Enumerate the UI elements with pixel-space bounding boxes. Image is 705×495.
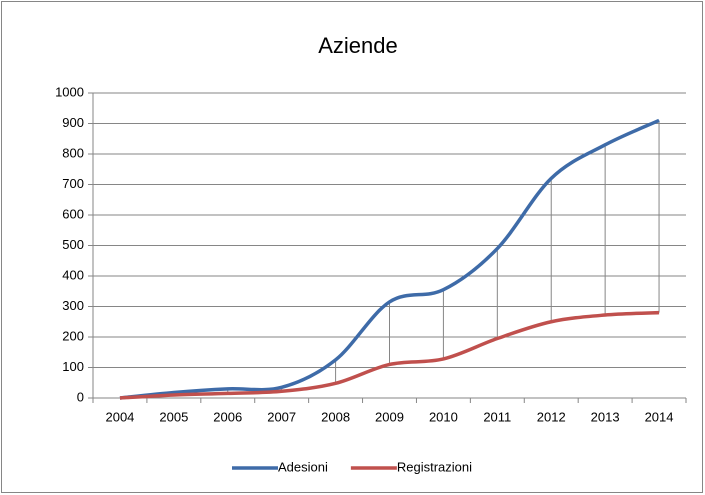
- x-tick-label: 2009: [375, 409, 404, 424]
- x-tick-label: 2013: [591, 409, 620, 424]
- series-line: [119, 118, 660, 400]
- x-tick-label: 2007: [267, 409, 296, 424]
- series-line: [119, 310, 660, 400]
- x-tick-label: 2012: [537, 409, 566, 424]
- chart-title: Aziende: [318, 33, 398, 58]
- y-tick-label: 0: [77, 389, 84, 404]
- y-tick-label: 900: [62, 115, 84, 130]
- x-tick-label: 2011: [483, 409, 511, 424]
- y-tick-label: 700: [62, 176, 84, 191]
- y-tick-label: 100: [62, 359, 84, 374]
- y-tick-label: 500: [62, 237, 84, 252]
- x-tick-label: 2008: [321, 409, 350, 424]
- y-tick-label: 600: [62, 206, 84, 221]
- y-tick-label: 800: [62, 145, 84, 160]
- x-tick-label: 2004: [105, 409, 134, 424]
- y-tick-label: 300: [62, 298, 84, 313]
- y-tick-label: 200: [62, 328, 84, 343]
- x-tick-label: 2005: [159, 409, 188, 424]
- x-tick-label: 2014: [645, 409, 674, 424]
- y-tick-label: 400: [62, 267, 84, 282]
- y-tick-label: 1000: [55, 84, 84, 99]
- legend-label: Adesioni: [278, 459, 328, 474]
- x-tick-label: 2010: [429, 409, 458, 424]
- x-tick-label: 2006: [213, 409, 242, 424]
- legend-label: Registrazioni: [397, 459, 472, 474]
